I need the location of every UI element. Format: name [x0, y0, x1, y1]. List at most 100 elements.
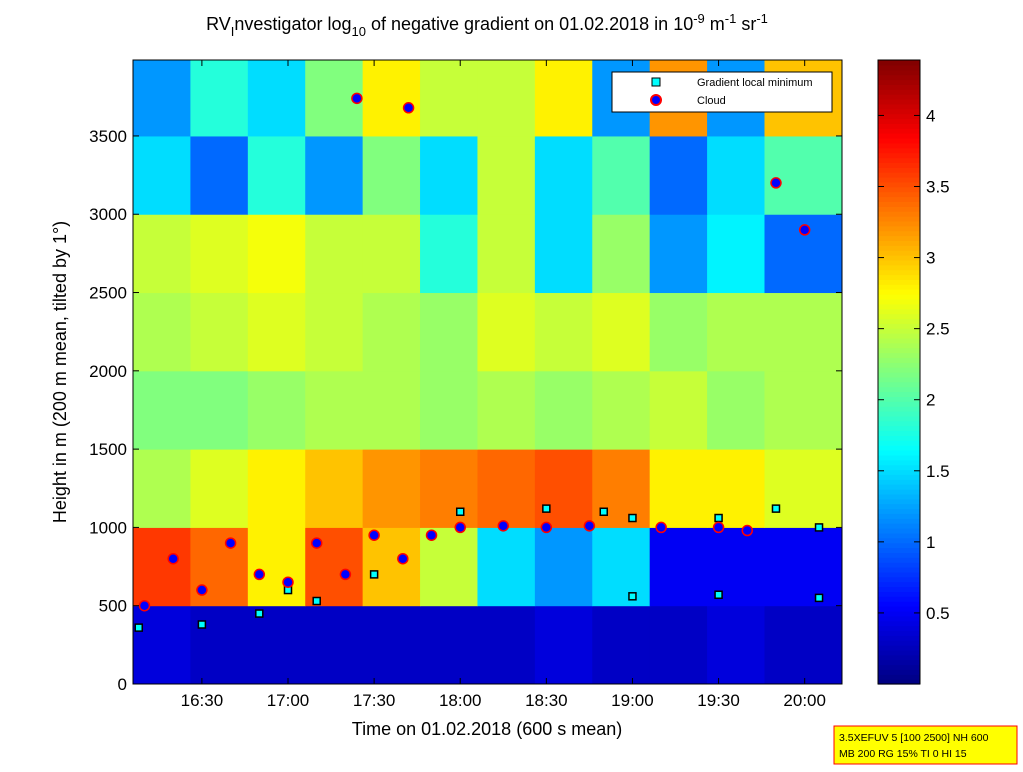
heat-cell	[534, 527, 593, 607]
title-part: -1	[725, 11, 737, 26]
heat-cell	[592, 449, 651, 528]
cloud-marker	[282, 576, 294, 588]
legend-marker	[651, 77, 661, 87]
colorbar-segment	[878, 386, 920, 393]
colorbar-segment	[878, 367, 920, 373]
x-axis-label: Time on 01.02.2018 (600 s mean)	[352, 719, 623, 739]
cloud-marker	[425, 529, 438, 541]
heat-cell	[247, 449, 306, 528]
title-part: 10	[351, 24, 365, 39]
colorbar-tick-label: 0.5	[926, 604, 950, 623]
x-tick-label: 17:30	[353, 691, 396, 710]
heat-cell	[190, 214, 249, 294]
colorbar-segment	[878, 172, 920, 178]
heat-cell	[764, 605, 842, 684]
heat-cell	[133, 527, 191, 607]
heat-cell	[133, 370, 191, 450]
heat-cell	[649, 527, 708, 607]
gradient-minimum-marker	[455, 507, 465, 517]
colorbar-segment	[878, 479, 920, 485]
y-tick-label: 1000	[89, 518, 127, 537]
heat-cell	[649, 449, 708, 528]
gradient-minimum-marker	[714, 590, 723, 599]
colorbar-segment	[878, 649, 920, 656]
colorbar-segment	[878, 596, 920, 602]
heat-cell	[305, 370, 364, 450]
info-box	[833, 725, 1018, 765]
colorbar-segment	[878, 64, 920, 71]
y-tick-label: 3500	[89, 127, 127, 146]
colorbar-segment	[878, 230, 920, 237]
heat-cell	[534, 60, 593, 137]
colorbar-segment	[878, 328, 920, 334]
colorbar-segment	[878, 625, 920, 631]
gradient-minimum-marker	[134, 623, 143, 632]
colorbar-segment	[878, 108, 920, 115]
info-text: 3.5XEFUV 5 [100 2500] NH 600	[839, 732, 989, 744]
y-tick-label: 2500	[89, 284, 127, 303]
colorbar-segment	[878, 630, 920, 636]
y-tick-label: 1500	[89, 440, 127, 459]
heat-cell	[707, 605, 765, 684]
colorbar-tick-label: 3.5	[926, 178, 950, 197]
colorbar-segment	[878, 118, 920, 124]
heat-cell	[362, 214, 421, 294]
heat-cell	[420, 605, 478, 684]
cloud-marker	[402, 102, 415, 114]
colorbar-segment	[878, 552, 920, 558]
heat-cell	[420, 449, 478, 528]
gradient-minimum-marker	[814, 523, 824, 532]
colorbar-segment	[878, 493, 920, 500]
heat-cell	[190, 135, 249, 215]
colorbar-segment	[878, 601, 920, 607]
x-tick-label: 17:00	[267, 691, 310, 710]
gradient-minimum-marker	[197, 620, 207, 629]
colorbar-segment	[878, 294, 920, 300]
colorbar-segment	[878, 211, 920, 217]
colorbar-segment	[878, 128, 920, 134]
colorbar-segment	[878, 674, 920, 680]
cloud-marker	[583, 520, 596, 532]
colorbar-segment	[878, 498, 920, 505]
colorbar-segment	[878, 259, 920, 266]
legend-label: Gradient local minimum	[697, 77, 813, 89]
colorbar-segment	[878, 503, 920, 510]
title-part: I	[231, 24, 235, 39]
colorbar-tick-label: 2.5	[926, 320, 950, 339]
heat-cell	[764, 292, 842, 372]
colorbar-segment	[878, 191, 920, 198]
heat-cell	[420, 214, 478, 294]
x-tick-label: 18:30	[525, 691, 568, 710]
heat-cell	[764, 370, 842, 450]
heat-cell	[305, 605, 364, 684]
heat-cell	[649, 605, 708, 684]
cloud-marker	[368, 529, 380, 541]
heat-cell	[305, 214, 364, 294]
colorbar-segment	[878, 216, 920, 222]
heat-cell	[247, 370, 306, 450]
colorbar-segment	[878, 177, 920, 183]
colorbar-segment	[878, 396, 920, 402]
cloud-marker	[540, 521, 553, 534]
colorbar-segment	[878, 542, 920, 549]
heat-cell	[707, 214, 765, 294]
cloud-marker	[138, 599, 151, 612]
info-text: MB 200 RG 15% TI 0 HI 15	[839, 748, 967, 760]
gradient-minimum-marker	[814, 593, 824, 603]
colorbar-segment	[878, 206, 920, 212]
heat-cell	[477, 527, 536, 607]
colorbar-tick-label: 2	[926, 391, 935, 410]
y-tick-label: 500	[99, 597, 127, 616]
colorbar-segment	[878, 274, 920, 280]
colorbar-segment	[878, 562, 920, 568]
colorbar-segment	[878, 586, 920, 592]
plot-frame	[132, 59, 843, 685]
heat-cell	[707, 135, 765, 215]
colorbar-segment	[878, 528, 920, 534]
gradient-minimum-marker	[628, 513, 637, 523]
gradient-minimum-marker	[771, 504, 781, 513]
heat-cell	[133, 60, 191, 137]
colorbar-segment	[878, 220, 920, 227]
colorbar-segment	[878, 425, 920, 432]
